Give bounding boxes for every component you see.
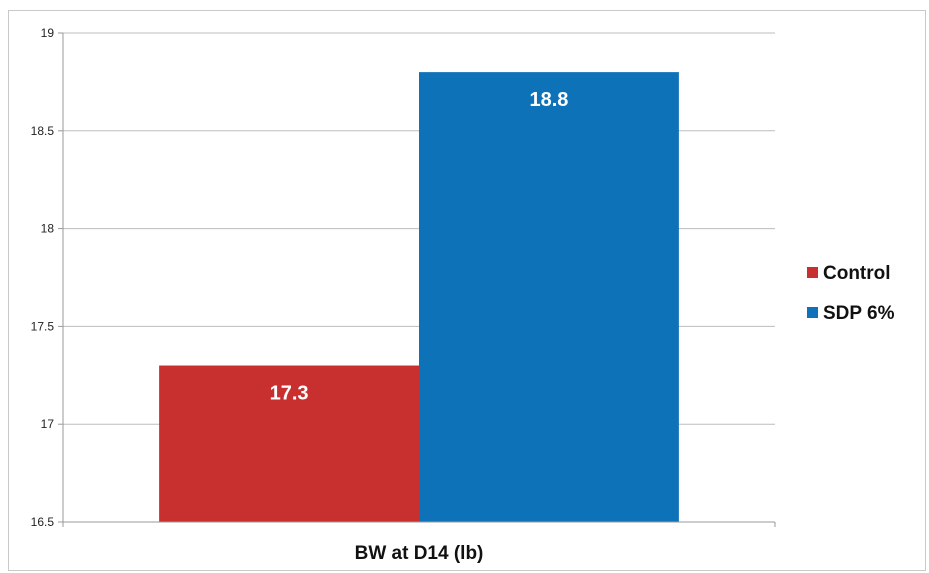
y-tick-label: 18.5 (31, 124, 55, 138)
y-tick-label: 19 (41, 26, 55, 40)
legend-swatch (807, 267, 818, 278)
y-tick-label: 18 (41, 222, 55, 236)
data-label: 18.8 (529, 89, 568, 111)
data-label: 17.3 (270, 383, 309, 405)
bars: 17.3 18.8 (159, 72, 679, 523)
bar-control (159, 365, 419, 522)
legend-label: Control (823, 263, 891, 284)
category-label: BW at D14 (lb) (355, 543, 484, 564)
legend: Control SDP 6% (807, 263, 895, 324)
y-tick-label: 16.5 (31, 515, 55, 529)
bar-sdp-6- (419, 72, 679, 523)
y-axis: 16.5 17 17.5 18 18.5 19 (31, 26, 64, 529)
legend-swatch (807, 307, 818, 318)
y-tick-label: 17 (41, 417, 55, 431)
legend-label: SDP 6% (823, 303, 895, 324)
x-axis: BW at D14 (lb) (62, 521, 776, 564)
y-tick-label: 17.5 (31, 319, 55, 333)
